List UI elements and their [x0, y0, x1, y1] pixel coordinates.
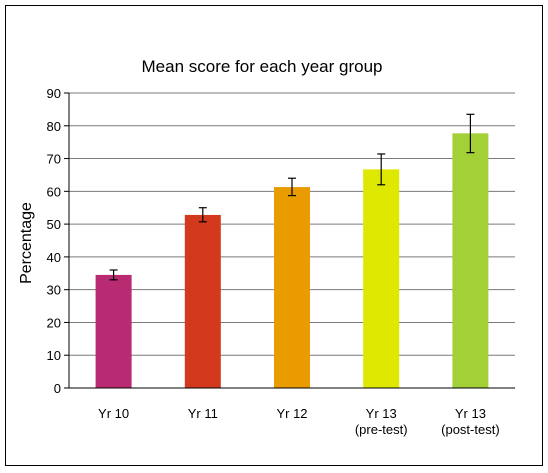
y-tick-label: 20 [47, 315, 61, 330]
x-tick-label: (pre-test) [355, 422, 408, 437]
x-tick-label: Yr 12 [276, 406, 307, 421]
x-tick-label: Yr 10 [98, 406, 129, 421]
y-tick-label: 50 [47, 217, 61, 232]
bar [452, 133, 489, 388]
y-tick-label: 60 [47, 184, 61, 199]
x-tick-label: Yr 11 [188, 406, 218, 421]
x-tick-label: (post-test) [441, 422, 500, 437]
y-tick-label: 10 [47, 348, 61, 363]
y-tick-label: 90 [47, 86, 61, 101]
y-tick-label: 30 [47, 283, 61, 298]
y-tick-label: 0 [54, 381, 61, 396]
bar [363, 169, 400, 388]
chart-title: Mean score for each year group [142, 57, 383, 76]
bar [184, 214, 221, 388]
y-tick-label: 40 [47, 250, 61, 265]
y-tick-label: 70 [47, 152, 61, 167]
x-tick-label: Yr 13 [366, 406, 397, 421]
x-tick-label: Yr 13 [455, 406, 486, 421]
y-tick-label: 80 [47, 119, 61, 134]
bar [95, 274, 132, 388]
bar [274, 187, 310, 388]
y-axis-label: Percentage [18, 202, 35, 284]
